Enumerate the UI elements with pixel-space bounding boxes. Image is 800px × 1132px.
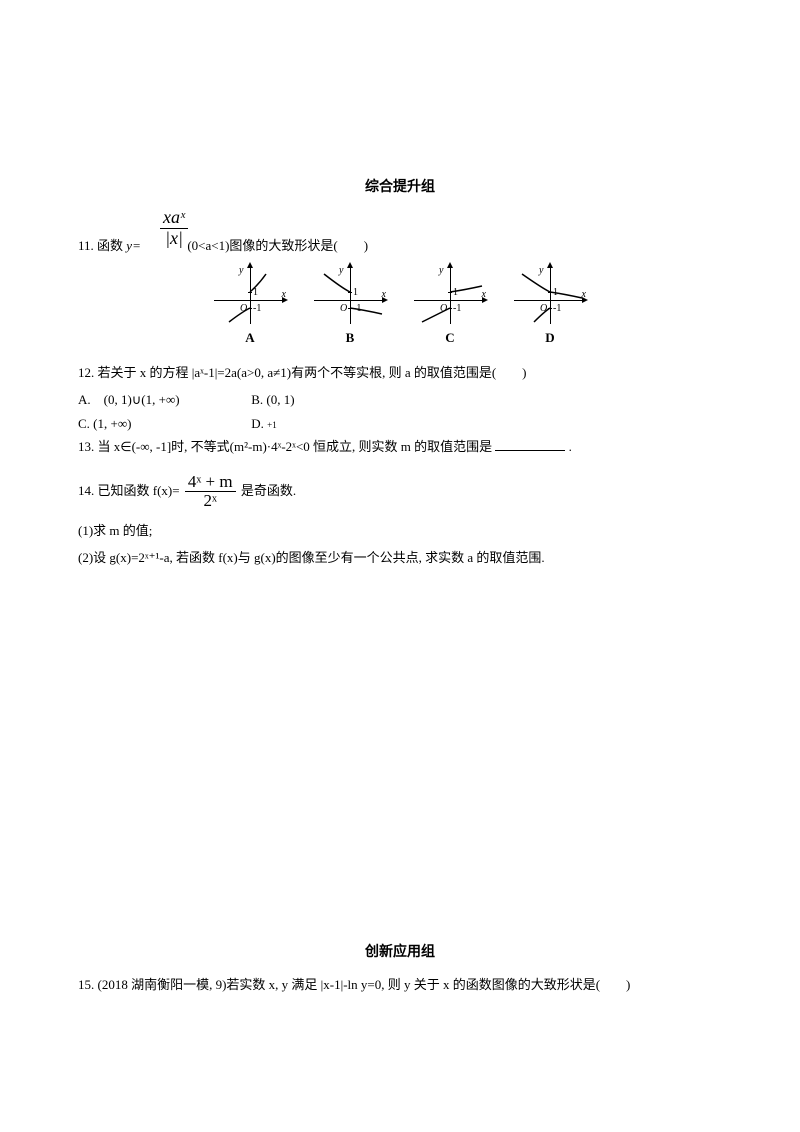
q11-prefix: 函数 <box>97 238 126 253</box>
q12-options-row1: A. (0, 1)∪(1, +∞) B. (0, 1) <box>78 388 722 411</box>
q14-line1: 14. 已知函数 f(x)= 4ˣ + m 2ˣ 是奇函数. <box>78 473 722 511</box>
q14-text-a: 14. 已知函数 f(x)= <box>78 483 180 498</box>
q11-condition: (0<a<1)图像的大致形状是( ) <box>187 238 368 253</box>
q14-fraction: 4ˣ + m 2ˣ <box>185 473 236 511</box>
section-title-comprehensive: 综合提升组 <box>78 175 722 200</box>
graph-label-b: B <box>314 326 386 349</box>
q13-text: 13. 当 x∈(-∞, -1]时, 不等式(m²-m)·4ˣ-2ˣ<0 恒成立… <box>78 435 722 458</box>
q13-blank <box>495 439 565 451</box>
q13-text-b: . <box>569 439 572 454</box>
q12-option-d-rest: +1 <box>267 420 277 430</box>
graph-label-d: D <box>514 326 586 349</box>
curve-a <box>214 264 286 324</box>
q11-frac-den: |x| <box>160 229 188 249</box>
q12-option-b: B. (0, 1) <box>251 392 294 407</box>
q11-formula-fragment: xaˣ |x| <box>78 208 722 234</box>
graph-option-b: y x O 1 -1 B <box>314 264 386 349</box>
q11-graphs-row: y x O 1 -1 A y x O 1 -1 <box>78 264 722 349</box>
q14-sub2: (2)设 g(x)=2ˣ⁺¹-a, 若函数 f(x)与 g(x)的图像至少有一个… <box>78 546 722 569</box>
q12-options-row2: C. (1, +∞) D. +1 <box>78 412 722 435</box>
q12-option-d-prefix: D. <box>251 416 264 431</box>
graph-label-a: A <box>214 326 286 349</box>
q14-text-b: 是奇函数. <box>241 483 296 498</box>
q14-frac-num: 4ˣ + m <box>185 473 236 493</box>
section-title-innovation: 创新应用组 <box>78 940 722 965</box>
curve-b <box>314 264 386 324</box>
q13-text-a: 13. 当 x∈(-∞, -1]时, 不等式(m²-m)·4ˣ-2ˣ<0 恒成立… <box>78 439 492 454</box>
q12-option-c: C. (1, +∞) <box>78 412 248 435</box>
q14-sub1: (1)求 m 的值; <box>78 519 722 542</box>
q14-frac-den: 2ˣ <box>185 492 236 511</box>
q11-yeq: y= <box>126 238 141 253</box>
graph-option-d: y x O 1 -1 D <box>514 264 586 349</box>
curve-d <box>514 264 586 324</box>
graph-option-a: y x O 1 -1 A <box>214 264 286 349</box>
graph-label-c: C <box>414 326 486 349</box>
q11-fraction: xaˣ |x| <box>160 208 188 249</box>
q12-text: 12. 若关于 x 的方程 |aˣ-1|=2a(a>0, a≠1)有两个不等实根… <box>78 361 722 384</box>
q15-text: 15. (2018 湖南衡阳一模, 9)若实数 x, y 满足 |x-1|-ln… <box>78 973 722 996</box>
graph-option-c: y x O 1 -1 C <box>414 264 486 349</box>
q11-frac-num: xaˣ <box>160 208 188 229</box>
q12-option-a: A. (0, 1)∪(1, +∞) <box>78 388 248 411</box>
curve-c <box>414 264 486 324</box>
q11-number: 11. <box>78 238 94 253</box>
